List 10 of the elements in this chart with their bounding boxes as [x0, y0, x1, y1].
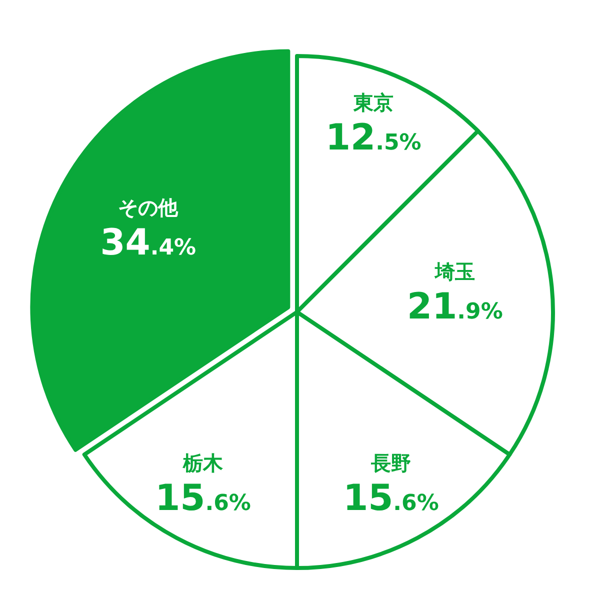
data-label: 15.6% — [155, 478, 251, 520]
data-label: 21.9% — [407, 286, 503, 328]
slice-label: 栃木 — [182, 451, 224, 476]
slice-label: 長野 — [370, 451, 411, 476]
data-label: 34.4% — [100, 222, 196, 264]
slice-label: 埼玉 — [434, 260, 475, 284]
data-label: 15.6% — [343, 478, 439, 520]
slice-label: その他 — [118, 196, 180, 220]
data-label: 12.5% — [326, 118, 422, 159]
slice-label: 東京 — [352, 90, 394, 115]
